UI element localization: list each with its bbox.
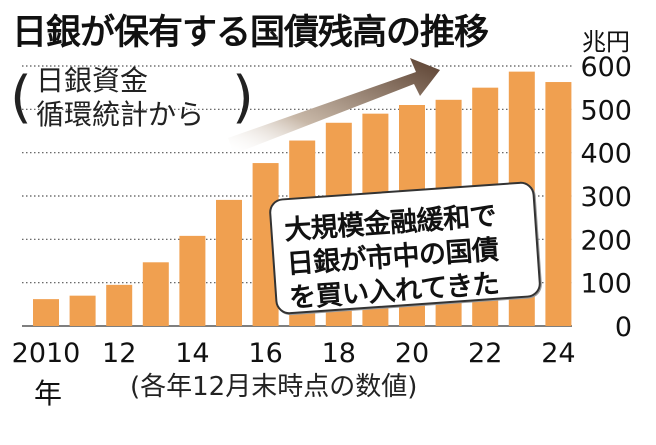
x-tick-2018: 18 bbox=[322, 338, 356, 369]
source-paren-left: ( bbox=[10, 65, 32, 130]
x-tick-2016: 16 bbox=[248, 338, 282, 369]
x-tick-2024: 24 bbox=[541, 338, 575, 369]
y-tick-0: 0 bbox=[615, 312, 632, 343]
bar-2013 bbox=[142, 262, 169, 326]
x-tick-2020: 20 bbox=[395, 338, 429, 369]
x-tick-2014: 14 bbox=[175, 338, 209, 369]
y-tick-labels: 0 100 200 300 400 500 600 bbox=[580, 52, 632, 343]
bar-2012 bbox=[106, 284, 133, 326]
x-tick-2010: 2010 bbox=[12, 338, 81, 369]
bar-2015 bbox=[216, 199, 242, 326]
bar-2014 bbox=[179, 235, 206, 326]
y-tick-400: 400 bbox=[580, 139, 632, 170]
y-tick-600: 600 bbox=[580, 52, 632, 83]
source-note: ( 日銀資金 循環統計から ) bbox=[10, 64, 254, 132]
x-tick-2022: 22 bbox=[468, 338, 502, 369]
y-tick-200: 200 bbox=[580, 225, 632, 256]
source-line-1: 日銀資金 bbox=[36, 64, 149, 97]
y-tick-100: 100 bbox=[580, 269, 632, 300]
x-tick-labels: 2010 12 14 16 18 20 22 24 bbox=[12, 338, 576, 369]
y-tick-500: 500 bbox=[580, 95, 632, 126]
trend-arrow-shape bbox=[228, 58, 440, 154]
bar-2024 bbox=[545, 82, 572, 327]
source-line-2: 循環統計から bbox=[36, 98, 205, 131]
bar-2010 bbox=[33, 299, 59, 326]
trend-arrow bbox=[228, 58, 440, 154]
x-tick-2012: 12 bbox=[102, 338, 136, 369]
x-axis-year-suffix: 年 bbox=[34, 377, 63, 410]
footer-caption: (各年12月末時点の数値) bbox=[130, 372, 418, 402]
annotation-box: 大規模金融緩和で 日銀が市中の国債 を買い入れてきた bbox=[268, 180, 542, 316]
chart-title: 日銀が保有する国債残高の推移 bbox=[12, 13, 489, 53]
y-tick-300: 300 bbox=[580, 182, 632, 213]
bar-2011 bbox=[69, 295, 96, 326]
y-axis-unit: 兆円 bbox=[582, 28, 630, 56]
source-paren-right: ) bbox=[232, 65, 254, 130]
